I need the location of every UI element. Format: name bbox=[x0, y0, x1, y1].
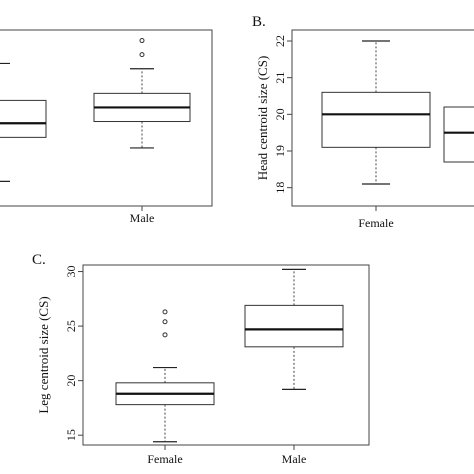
panel-b-y-tick-label-19: 19 bbox=[273, 145, 287, 157]
panel-b-y-tick-label-20: 20 bbox=[273, 108, 287, 120]
panel-b-y-tick-label-18: 18 bbox=[273, 182, 287, 194]
panel-c-y-axis: 15 20 25 30 bbox=[64, 266, 83, 441]
panel-c-frame bbox=[82, 264, 370, 446]
panel-a: Male bbox=[0, 24, 213, 225]
panel-a-frame bbox=[0, 29, 213, 207]
panel-c-y-tick-label-25: 25 bbox=[64, 320, 78, 332]
panel-c-x-label-female: Female bbox=[147, 452, 182, 466]
panel-b-frame bbox=[291, 29, 474, 207]
panel-b: B. 18 19 20 21 22 Head centroid size (CS) Fe… bbox=[252, 14, 474, 230]
panel-c-y-tick-label-30: 30 bbox=[64, 266, 78, 278]
panel-a-female-box bbox=[0, 99, 47, 138]
panel-a-x-axis: Male bbox=[130, 206, 155, 225]
panel-c-x-axis: Female Male bbox=[147, 445, 306, 466]
panel-c-female-outlier-1 bbox=[162, 332, 168, 338]
panel-c-y-tick-label-20: 20 bbox=[64, 375, 78, 387]
panel-b-y-tick-label-22: 22 bbox=[273, 35, 287, 47]
panel-b-y-label: Head centroid size (CS) bbox=[255, 56, 270, 181]
panel-c-plot bbox=[115, 268, 344, 443]
panel-b-y-axis: 18 19 20 21 22 bbox=[273, 35, 292, 194]
panel-c-x-label-male: Male bbox=[282, 452, 307, 466]
panel-b-male-box bbox=[443, 106, 474, 163]
panel-b-x-label-female: Female bbox=[358, 216, 393, 230]
panel-c-male-box bbox=[244, 304, 344, 348]
panel-c-female-outlier-3 bbox=[162, 309, 168, 315]
panel-b-y-tick-label-21: 21 bbox=[273, 72, 287, 84]
panel-a-plot bbox=[0, 24, 191, 182]
panel-a-male-outlier-3 bbox=[140, 24, 144, 28]
panel-a-x-label-male: Male bbox=[130, 211, 155, 225]
panel-b-label: B. bbox=[252, 14, 266, 30]
panel-b-x-axis: Female bbox=[358, 206, 394, 230]
panel-c-y-label: Leg centroid size (CS) bbox=[36, 296, 51, 413]
panel-a-male-outlier-2 bbox=[139, 38, 145, 44]
panel-b-plot bbox=[321, 40, 474, 185]
panel-c-female-outlier-2 bbox=[162, 319, 168, 325]
panel-c: C. 15 20 25 30 Leg centroid size (CS) Femal… bbox=[32, 252, 370, 466]
panel-c-y-tick-label-15: 15 bbox=[64, 429, 78, 441]
panel-c-label: C. bbox=[32, 252, 46, 268]
panel-b-female-box bbox=[321, 91, 431, 148]
panel-a-male-outlier-1 bbox=[139, 52, 145, 58]
